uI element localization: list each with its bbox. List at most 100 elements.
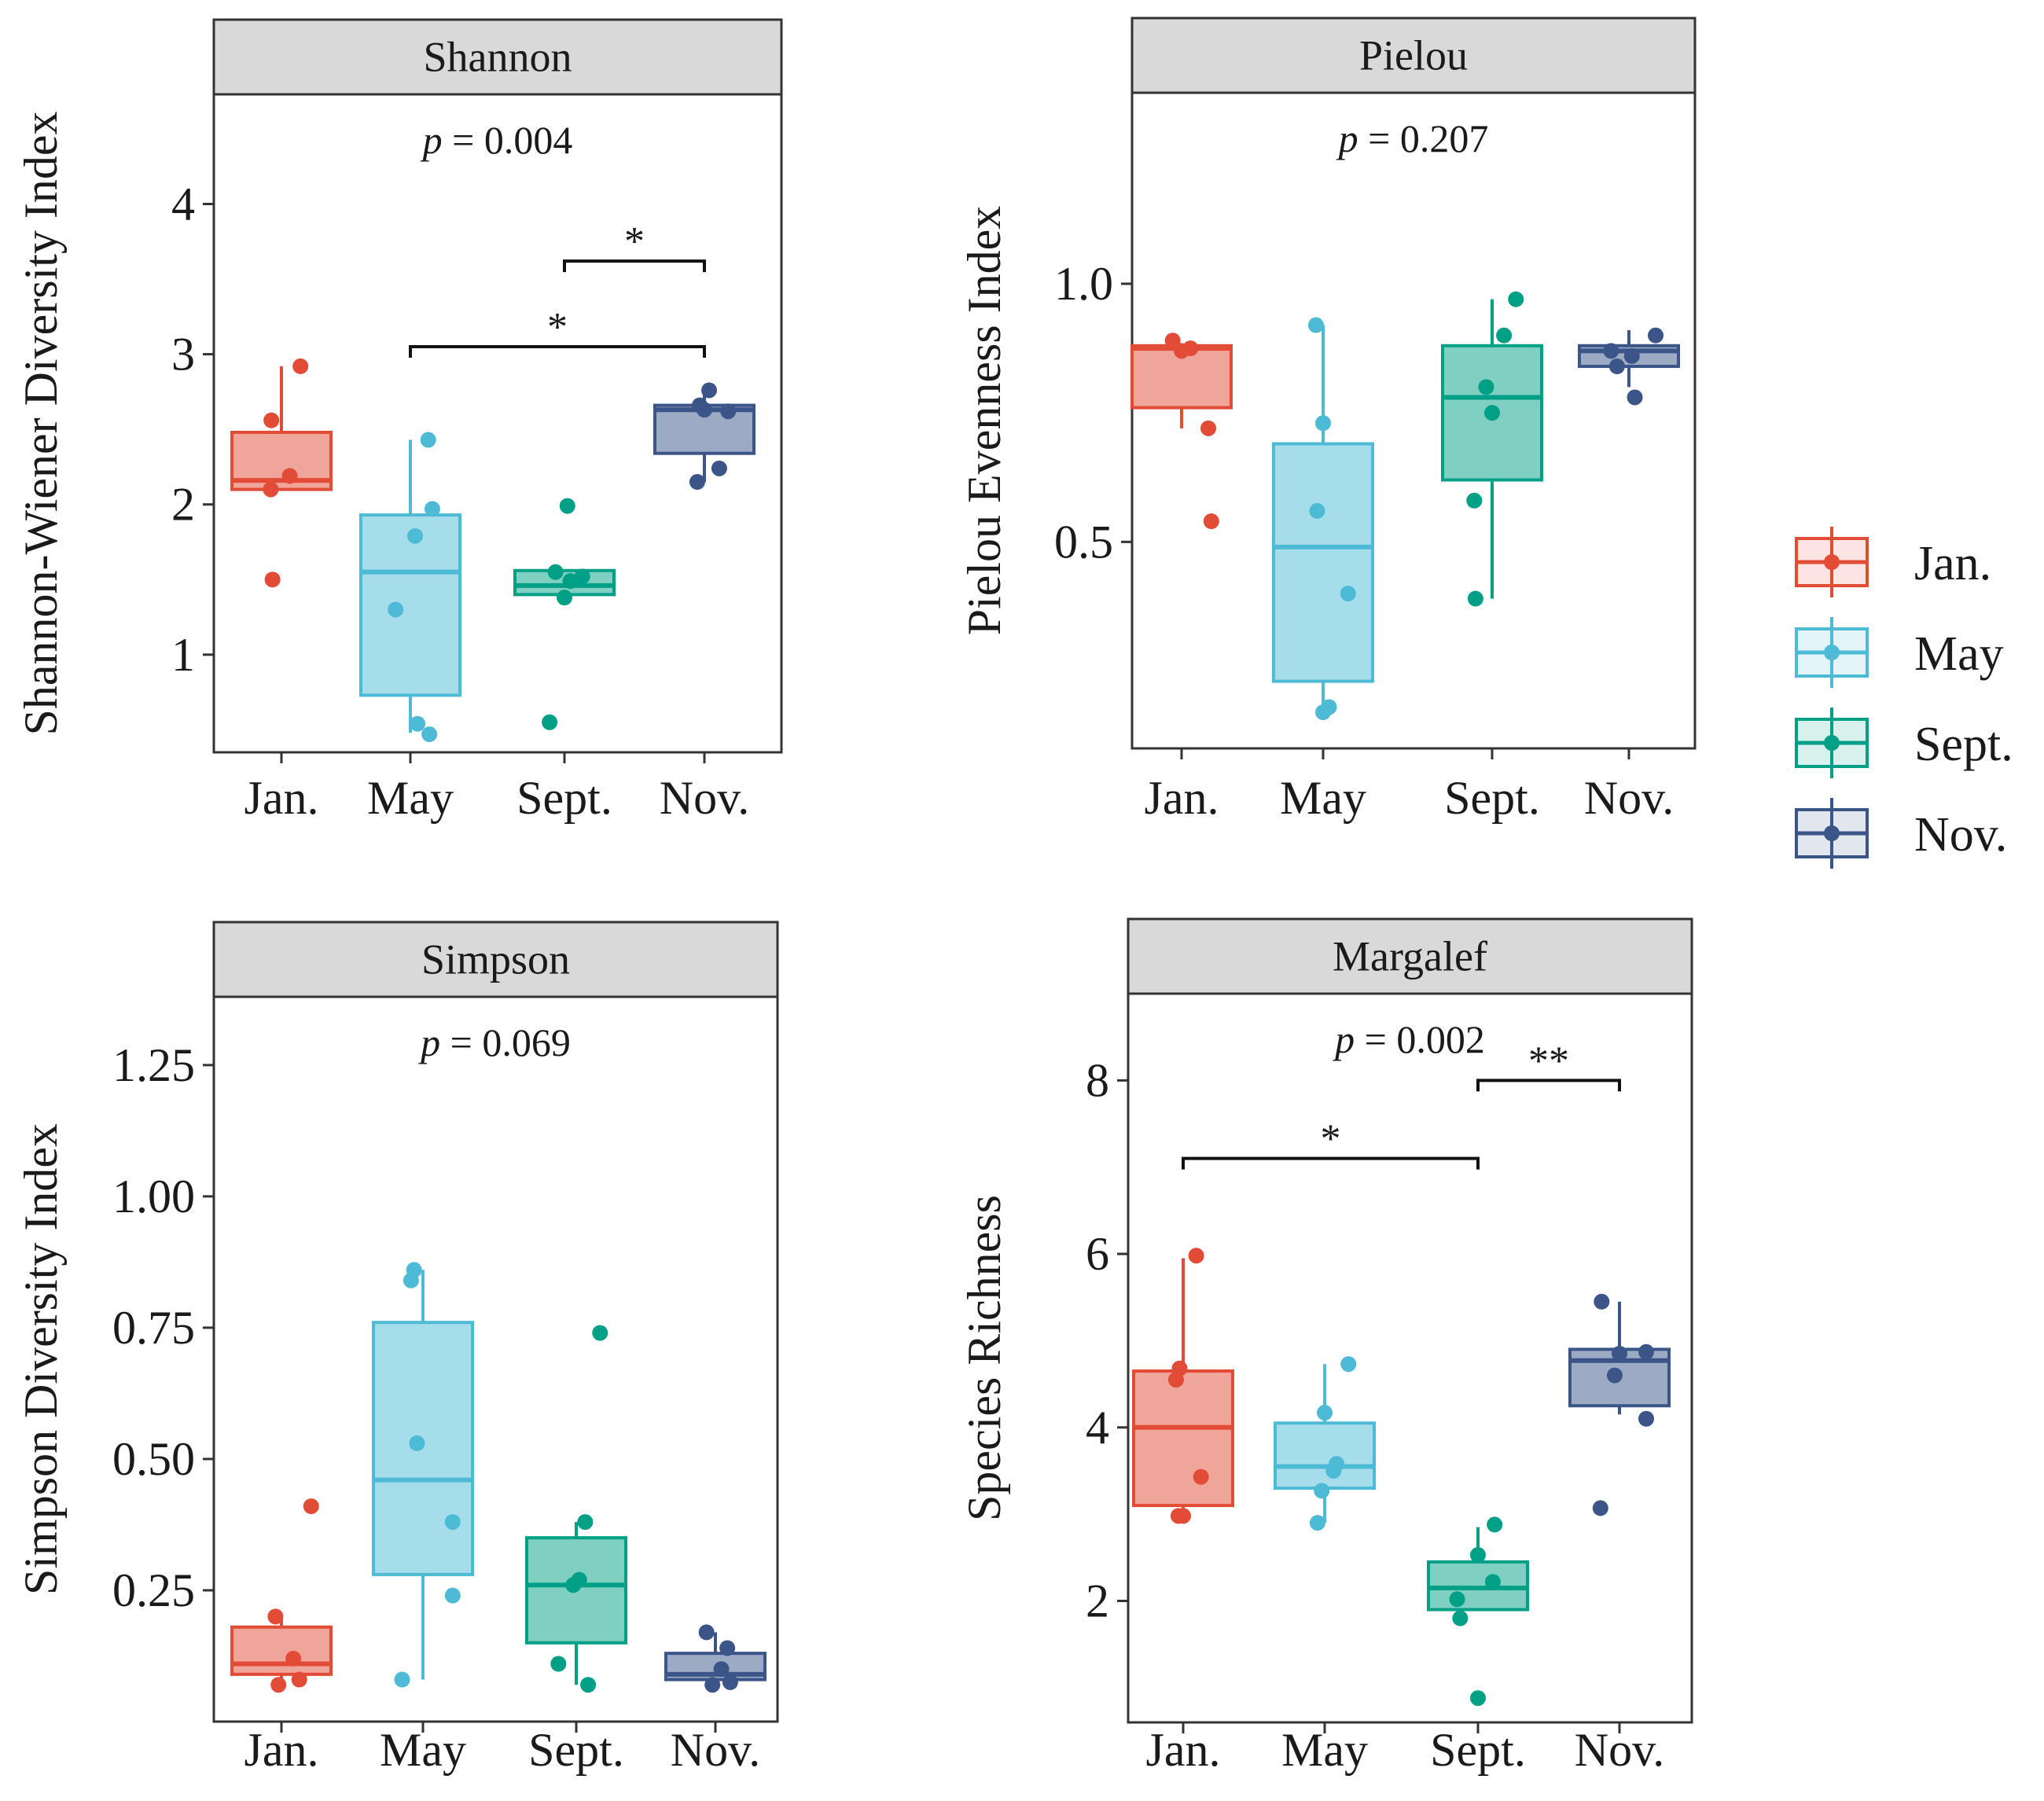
data-point <box>1188 1248 1204 1264</box>
box-may <box>359 432 461 743</box>
data-point <box>1329 1456 1345 1472</box>
y-axis-label: Shannon-Wiener Diversity Index <box>15 111 67 735</box>
p-symbol: p <box>1333 1017 1355 1061</box>
data-point <box>698 1624 715 1641</box>
data-point <box>1340 585 1356 601</box>
data-point <box>1612 1345 1627 1362</box>
data-point <box>1478 379 1494 395</box>
y-axis-label: Species Richness <box>958 1195 1010 1521</box>
x-tick-label: Nov. <box>1584 772 1674 824</box>
data-point <box>267 1608 284 1625</box>
p-value-label: p = 0.004 <box>421 118 573 162</box>
data-point <box>562 573 579 590</box>
data-point <box>1203 513 1219 530</box>
box-jan <box>1130 333 1233 530</box>
x-tick-label: Nov. <box>660 772 749 824</box>
plot-frame <box>1127 992 1693 1724</box>
x-tick-label: Sept. <box>528 1724 624 1776</box>
legend-point <box>1824 554 1840 570</box>
panel-pielou: Pielou 0.5 1.0 Jan. May Sept. Nov. Pielou Evenn… <box>958 17 1697 824</box>
y-tick-label: 8 <box>1086 1054 1109 1106</box>
p-value: = 0.004 <box>443 118 573 162</box>
x-tick-label: Nov. <box>671 1724 760 1776</box>
data-point <box>1193 1468 1209 1485</box>
plot-frame <box>1130 91 1697 750</box>
x-tick-label: Jan. <box>1145 772 1219 824</box>
p-symbol: p <box>1336 116 1358 160</box>
data-point <box>410 715 426 732</box>
panel-title: Simpson <box>421 936 570 983</box>
data-point <box>1309 1515 1325 1531</box>
data-point <box>1449 1591 1465 1608</box>
strip-header <box>212 921 779 998</box>
data-point <box>1638 1410 1655 1427</box>
data-point <box>722 1674 738 1690</box>
plot-frame <box>212 995 779 1723</box>
y-tick-label: 3 <box>171 329 195 380</box>
y-tick-label: 1.0 <box>1054 258 1113 310</box>
data-point <box>281 468 298 484</box>
y-tick-label: 0.50 <box>112 1433 195 1485</box>
panel-title: Pielou <box>1359 32 1468 79</box>
x-tick-label: May <box>367 772 454 824</box>
data-point <box>1594 1293 1610 1310</box>
data-point <box>719 1640 736 1656</box>
panel-simpson: Simpson 0.25 0.50 0.75 1.00 1.25 Jan. May Sept. N… <box>15 921 779 1776</box>
legend-label: Sept. <box>1914 718 2013 771</box>
panel-shannon: Shannon 1 2 3 4 Jan. May Sept. Nov. Shannon-Wiene… <box>15 18 783 824</box>
data-point <box>424 501 440 517</box>
data-point <box>388 601 404 618</box>
x-tick-label: Sept. <box>1444 772 1540 824</box>
data-point <box>1606 1367 1623 1384</box>
data-point <box>1470 1547 1486 1564</box>
box-nov <box>1578 327 1680 406</box>
data-point <box>1182 340 1199 357</box>
legend-item: Jan. <box>1795 527 1991 597</box>
box-nov <box>653 382 755 491</box>
data-point <box>1638 1343 1655 1360</box>
p-value-label: p = 0.069 <box>418 1020 571 1064</box>
box-iqr <box>1272 442 1374 683</box>
significance-bracket: * <box>409 305 706 358</box>
data-point <box>1470 1690 1486 1707</box>
legend-item: Nov. <box>1795 798 2007 869</box>
data-point <box>285 1650 302 1667</box>
legend-point <box>1824 825 1840 841</box>
y-tick-label: 1.00 <box>112 1171 195 1222</box>
data-point <box>577 1514 594 1531</box>
box-iqr <box>1132 1369 1234 1508</box>
data-point <box>701 382 718 399</box>
data-point <box>1608 358 1625 375</box>
y-tick-label: 2 <box>171 479 195 531</box>
box-may <box>1272 317 1374 721</box>
data-point <box>713 1661 730 1678</box>
data-point <box>1171 1360 1188 1376</box>
x-tick-label: May <box>380 1724 466 1776</box>
data-point <box>1307 317 1324 333</box>
legend-label: Jan. <box>1914 537 1991 590</box>
y-tick-label: 0.75 <box>112 1302 195 1354</box>
significance-bracket: ** <box>1476 1038 1621 1092</box>
x-tick-label: Jan. <box>1146 1724 1221 1776</box>
y-tick-label: 6 <box>1086 1228 1109 1280</box>
data-point <box>711 460 727 476</box>
y-tick-label: 0.25 <box>112 1564 195 1616</box>
data-point <box>1487 1516 1503 1533</box>
strip-header <box>1130 17 1697 94</box>
bracket-line <box>1476 1079 1621 1092</box>
legend: Jan. May Sept. Nov. <box>1795 527 2013 869</box>
x-tick-label: Nov. <box>1575 1724 1664 1776</box>
data-point <box>580 1677 597 1693</box>
data-point <box>1648 327 1664 344</box>
data-point <box>1627 389 1643 406</box>
data-point <box>1592 1500 1608 1516</box>
bracket-line <box>563 259 706 273</box>
strip-header <box>1127 917 1693 995</box>
panel-margalef: Margalef 2 4 6 8 Jan. May Sept. Nov. Species Rich… <box>958 917 1693 1776</box>
data-point <box>1315 415 1331 432</box>
data-point <box>1603 343 1619 359</box>
box-iqr <box>1274 1421 1376 1490</box>
box-sept <box>525 1325 627 1693</box>
box-iqr <box>1130 344 1233 410</box>
